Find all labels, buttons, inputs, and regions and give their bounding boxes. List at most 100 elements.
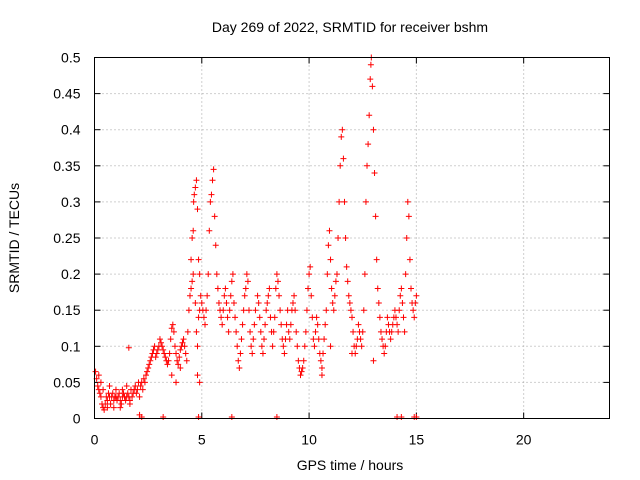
data-point: [286, 336, 293, 343]
data-point: [129, 393, 136, 400]
data-point: [387, 336, 394, 343]
data-point: [126, 401, 133, 408]
data-point: [263, 307, 270, 314]
data-point: [177, 364, 184, 371]
grid: [94, 57, 610, 419]
data-point: [262, 321, 269, 328]
data-point: [192, 299, 199, 306]
data-point: [325, 242, 332, 249]
data-point: [327, 256, 334, 263]
data-point: [320, 350, 327, 357]
data-point: [281, 350, 288, 357]
data-point: [399, 299, 406, 306]
data-point: [322, 321, 329, 328]
data-point: [410, 307, 417, 314]
data-point: [277, 307, 284, 314]
data-point: [347, 307, 354, 314]
data-point: [232, 314, 239, 321]
data-point: [224, 314, 231, 321]
data-point: [185, 307, 192, 314]
data-point: [259, 350, 266, 357]
data-point: [223, 299, 230, 306]
data-point: [189, 278, 196, 285]
data-point: [200, 314, 207, 321]
data-point: [152, 354, 159, 361]
data-point: [318, 364, 325, 371]
data-point: [239, 321, 246, 328]
data-point: [400, 314, 407, 321]
data-point: [273, 271, 280, 278]
data-point: [101, 406, 108, 413]
data-point: [225, 328, 232, 335]
data-point: [244, 278, 251, 285]
data-point: [331, 292, 338, 299]
data-point: [377, 328, 384, 335]
data-point: [349, 314, 355, 321]
data-point: [138, 414, 145, 421]
data-point: [366, 112, 373, 119]
data-point: [311, 343, 318, 350]
data-point: [194, 206, 201, 213]
data-point: [110, 404, 117, 411]
data-point: [254, 292, 261, 299]
data-point: [213, 271, 220, 278]
data-point: [186, 292, 193, 299]
data-point: [384, 314, 391, 321]
data-point: [327, 343, 334, 350]
data-point: [273, 414, 280, 421]
data-point: [248, 343, 255, 350]
data-point: [102, 401, 109, 408]
data-point: [272, 285, 279, 292]
data-point: [109, 390, 116, 397]
data-point: [171, 343, 178, 350]
data-point: [173, 350, 180, 357]
data-point: [203, 307, 210, 314]
data-point: [227, 292, 234, 299]
x-tick-label: 0: [91, 432, 99, 448]
data-point: [367, 61, 374, 68]
data-point: [194, 372, 201, 379]
data-point: [353, 343, 360, 350]
y-axis-label: SRMTID / TECUs: [6, 183, 22, 293]
data-point: [106, 383, 113, 390]
data-point: [237, 350, 244, 357]
data-point: [261, 336, 268, 343]
y-tick-label: 0.3: [61, 194, 81, 210]
data-point: [140, 375, 147, 382]
data-point: [329, 299, 336, 306]
data-point: [375, 299, 382, 306]
data-point: [381, 350, 388, 357]
data-point: [299, 364, 306, 371]
data-point: [174, 357, 181, 364]
data-point: [345, 292, 352, 299]
data-point: [292, 307, 299, 314]
y-tick-label: 0.2: [61, 266, 81, 282]
data-point: [161, 350, 168, 357]
data-point: [195, 314, 202, 321]
data-point: [308, 292, 315, 299]
data-point: [215, 299, 222, 306]
x-tick-label: 10: [301, 432, 317, 448]
data-point: [160, 346, 167, 353]
data-point: [372, 213, 379, 220]
data-point: [297, 372, 304, 379]
data-point: [369, 83, 376, 90]
data-point: [181, 343, 188, 350]
data-point: [229, 271, 236, 278]
data-point: [133, 390, 140, 397]
data-point: [321, 336, 328, 343]
data-point: [146, 361, 153, 368]
data-point: [197, 292, 204, 299]
data-point: [328, 285, 335, 292]
data-point: [134, 386, 141, 393]
data-point: [243, 271, 250, 278]
data-point: [119, 386, 126, 393]
data-point: [132, 383, 139, 390]
data-point: [313, 314, 320, 321]
data-point: [336, 198, 343, 205]
data-point: [404, 198, 411, 205]
data-point: [145, 364, 152, 371]
data-point: [274, 278, 281, 285]
data-point: [355, 321, 362, 328]
y-tick-label: 0.05: [53, 374, 80, 390]
